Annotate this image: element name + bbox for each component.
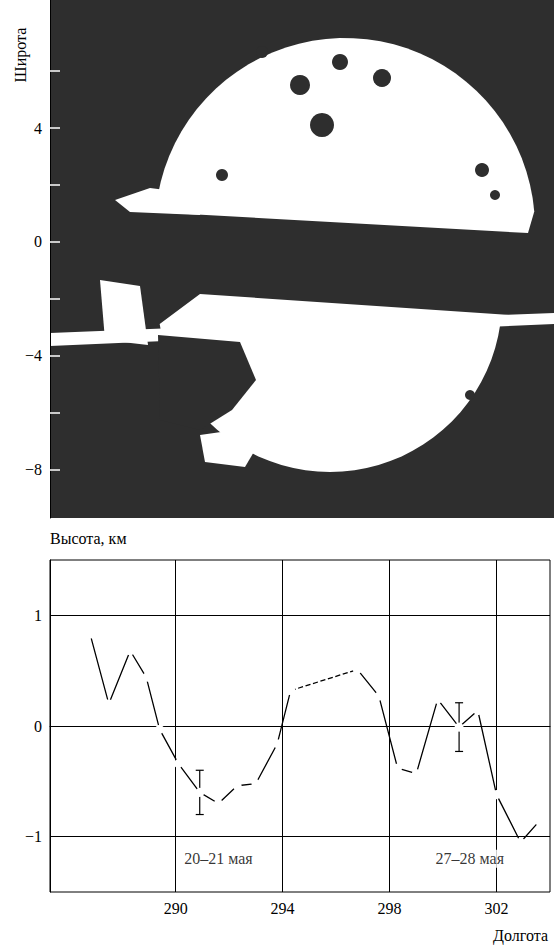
svg-text:294: 294 bbox=[271, 900, 295, 917]
svg-text:1: 1 bbox=[34, 607, 42, 624]
svg-text:Высота, км: Высота, км bbox=[50, 530, 127, 547]
svg-text:Долгота: Долгота bbox=[493, 927, 548, 945]
svg-text:−1: −1 bbox=[25, 828, 42, 845]
svg-text:27–28 мая: 27–28 мая bbox=[436, 850, 505, 867]
svg-text:0: 0 bbox=[34, 233, 42, 250]
svg-text:290: 290 bbox=[164, 900, 188, 917]
svg-text:−8: −8 bbox=[25, 461, 42, 478]
svg-text:Широта: Широта bbox=[12, 28, 30, 83]
svg-text:20–21 мая: 20–21 мая bbox=[184, 850, 253, 867]
svg-text:0: 0 bbox=[34, 718, 42, 735]
svg-text:4: 4 bbox=[34, 120, 42, 137]
svg-text:302: 302 bbox=[485, 900, 509, 917]
svg-text:−4: −4 bbox=[25, 347, 42, 364]
svg-text:298: 298 bbox=[378, 900, 402, 917]
